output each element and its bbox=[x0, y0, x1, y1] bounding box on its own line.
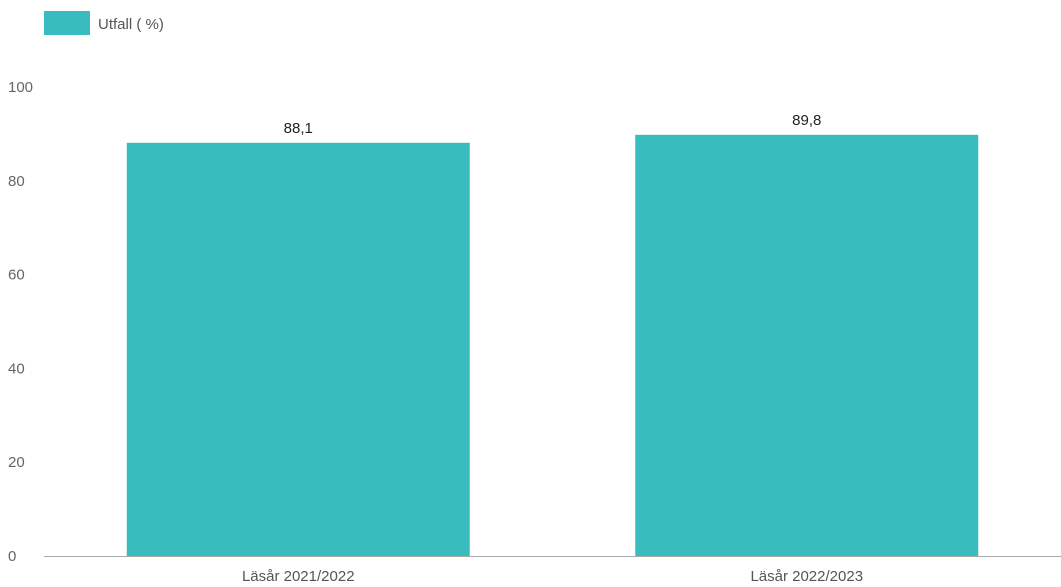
y-tick-label: 60 bbox=[8, 267, 25, 284]
legend-swatch bbox=[44, 11, 90, 35]
x-tick-label: Läsår 2022/2023 bbox=[750, 568, 863, 585]
y-tick-label: 0 bbox=[8, 548, 16, 565]
bar-value-label: 89,8 bbox=[792, 112, 821, 129]
legend: Utfall ( %) bbox=[44, 11, 164, 35]
legend-label: Utfall ( %) bbox=[98, 16, 164, 33]
y-tick-label: 40 bbox=[8, 360, 25, 377]
y-tick-label: 20 bbox=[8, 454, 25, 471]
y-axis-ticks: 0 20 40 60 80 100 bbox=[8, 79, 33, 565]
data-labels: 88,1 89,8 bbox=[284, 112, 822, 137]
bar bbox=[635, 134, 979, 556]
y-tick-label: 80 bbox=[8, 173, 25, 190]
bar bbox=[126, 142, 470, 556]
x-axis-ticks: Läsår 2021/2022 Läsår 2022/2023 bbox=[242, 568, 863, 585]
bars bbox=[126, 134, 979, 556]
bar-value-label: 88,1 bbox=[284, 120, 313, 137]
x-tick-label: Läsår 2021/2022 bbox=[242, 568, 355, 585]
y-tick-label: 100 bbox=[8, 79, 33, 96]
